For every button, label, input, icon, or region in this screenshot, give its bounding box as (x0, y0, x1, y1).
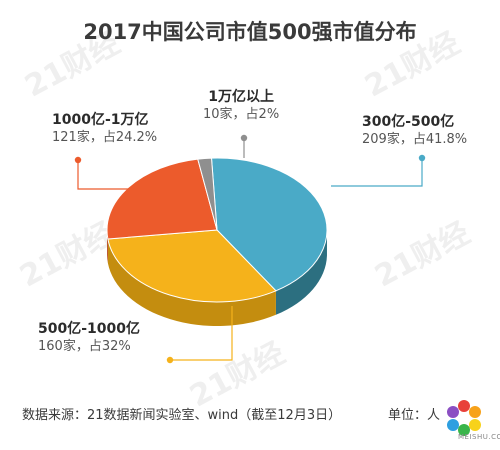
leader-dot-0 (418, 154, 426, 162)
label-500-1000: 500亿-1000亿 160家，占32% (38, 321, 140, 354)
chart-title: 2017中国公司市值500强市值分布 (83, 20, 417, 44)
site-logo-text: MEISHU.COM (458, 433, 500, 441)
label-over-10000: 1万亿以上 10家，占2% (203, 89, 280, 122)
leader-dot-1 (166, 356, 174, 364)
callout-lines (74, 134, 426, 364)
pie-side-1 (107, 239, 276, 326)
leader-line-0 (331, 158, 423, 187)
pie-side-0 (275, 231, 327, 315)
label-300-500: 300亿-500亿 209家，占41.8% (362, 114, 468, 147)
pie-slice-0 (210, 157, 328, 292)
pie-top (106, 157, 328, 303)
pie-slice-2 (106, 158, 218, 240)
leader-line-2 (77, 160, 145, 190)
leader-dot-3 (240, 134, 248, 142)
data-source-note: 数据来源：21数据新闻实验室、wind（截至12月3日） (22, 408, 342, 423)
pie-slice-3 (197, 157, 218, 231)
leader-dot-2 (74, 156, 82, 164)
leader-line-1 (170, 306, 233, 361)
unit-note: 单位：人 (388, 408, 441, 423)
meishu-logo (447, 400, 481, 436)
label-1000-10000: 1000亿-1万亿 121家，占24.2% (52, 112, 158, 145)
pie-slice-1 (107, 229, 277, 303)
